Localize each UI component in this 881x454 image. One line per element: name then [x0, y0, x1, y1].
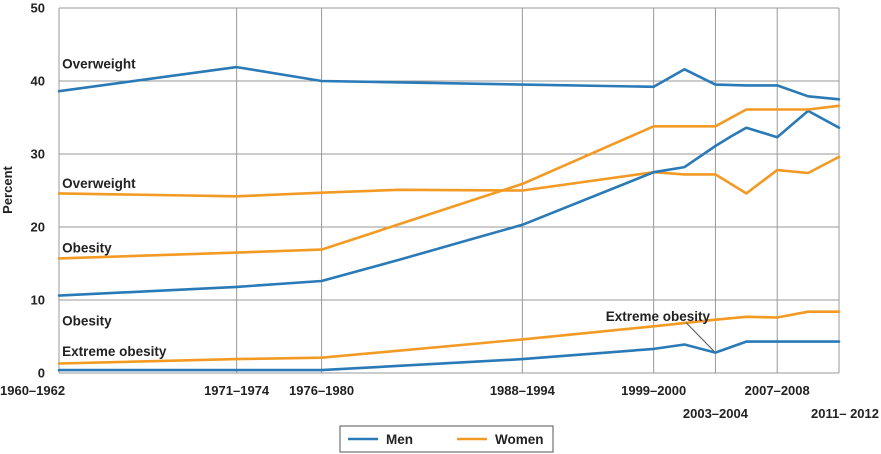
series-line-men-obesity — [57, 109, 841, 297]
x-tick-label: 1976–1980 — [289, 383, 354, 398]
series-line-men-overweight — [57, 65, 841, 101]
x-tick-label: 1988–1994 — [490, 383, 556, 398]
x-tick-label: 2003–2004 — [683, 406, 749, 421]
series-annotation: Extreme obesity — [606, 309, 711, 324]
legend: Men Women — [339, 425, 554, 453]
x-tick-label: 2007–2008 — [745, 383, 810, 398]
series-annotation: Overweight — [62, 56, 136, 71]
x-tick-label: 1960–1962 — [0, 383, 65, 398]
series-annotation: Obesity — [62, 240, 112, 255]
x-axis-ticks: 1960–1962 1971–1974 1976–1980 1988–1994 1999… — [0, 383, 879, 421]
y-tick-label: 10 — [31, 293, 45, 308]
y-tick-label: 30 — [31, 147, 45, 162]
series-lines — [57, 65, 841, 372]
legend-label: Women — [495, 432, 544, 447]
y-tick-label: 0 — [38, 366, 45, 381]
series-line-women-obesity — [57, 104, 841, 260]
series-annotation: Obesity — [62, 313, 112, 328]
legend-label: Men — [386, 432, 413, 447]
callout-leader-line — [685, 322, 715, 352]
y-tick-label: 40 — [31, 74, 45, 89]
x-tick-label: 1971–1974 — [204, 383, 270, 398]
series-line-women-extreme-obesity — [57, 310, 841, 365]
x-tick-label: 2011– 2012 — [811, 406, 879, 421]
y-axis-label: Percent — [0, 165, 15, 213]
series-line-men-extreme-obesity — [57, 340, 841, 372]
x-tick-label: 1999–2000 — [621, 383, 686, 398]
y-tick-label: 50 — [31, 1, 45, 16]
y-tick-label: 20 — [31, 220, 45, 235]
series-annotations: Overweight Overweight Obesity Obesity Extrem… — [62, 56, 715, 359]
series-annotation: Overweight — [62, 176, 136, 191]
series-annotation: Extreme obesity — [62, 344, 167, 359]
y-axis-ticks: 0 10 20 30 40 50 — [31, 1, 45, 381]
series-line-women-overweight — [57, 155, 841, 198]
